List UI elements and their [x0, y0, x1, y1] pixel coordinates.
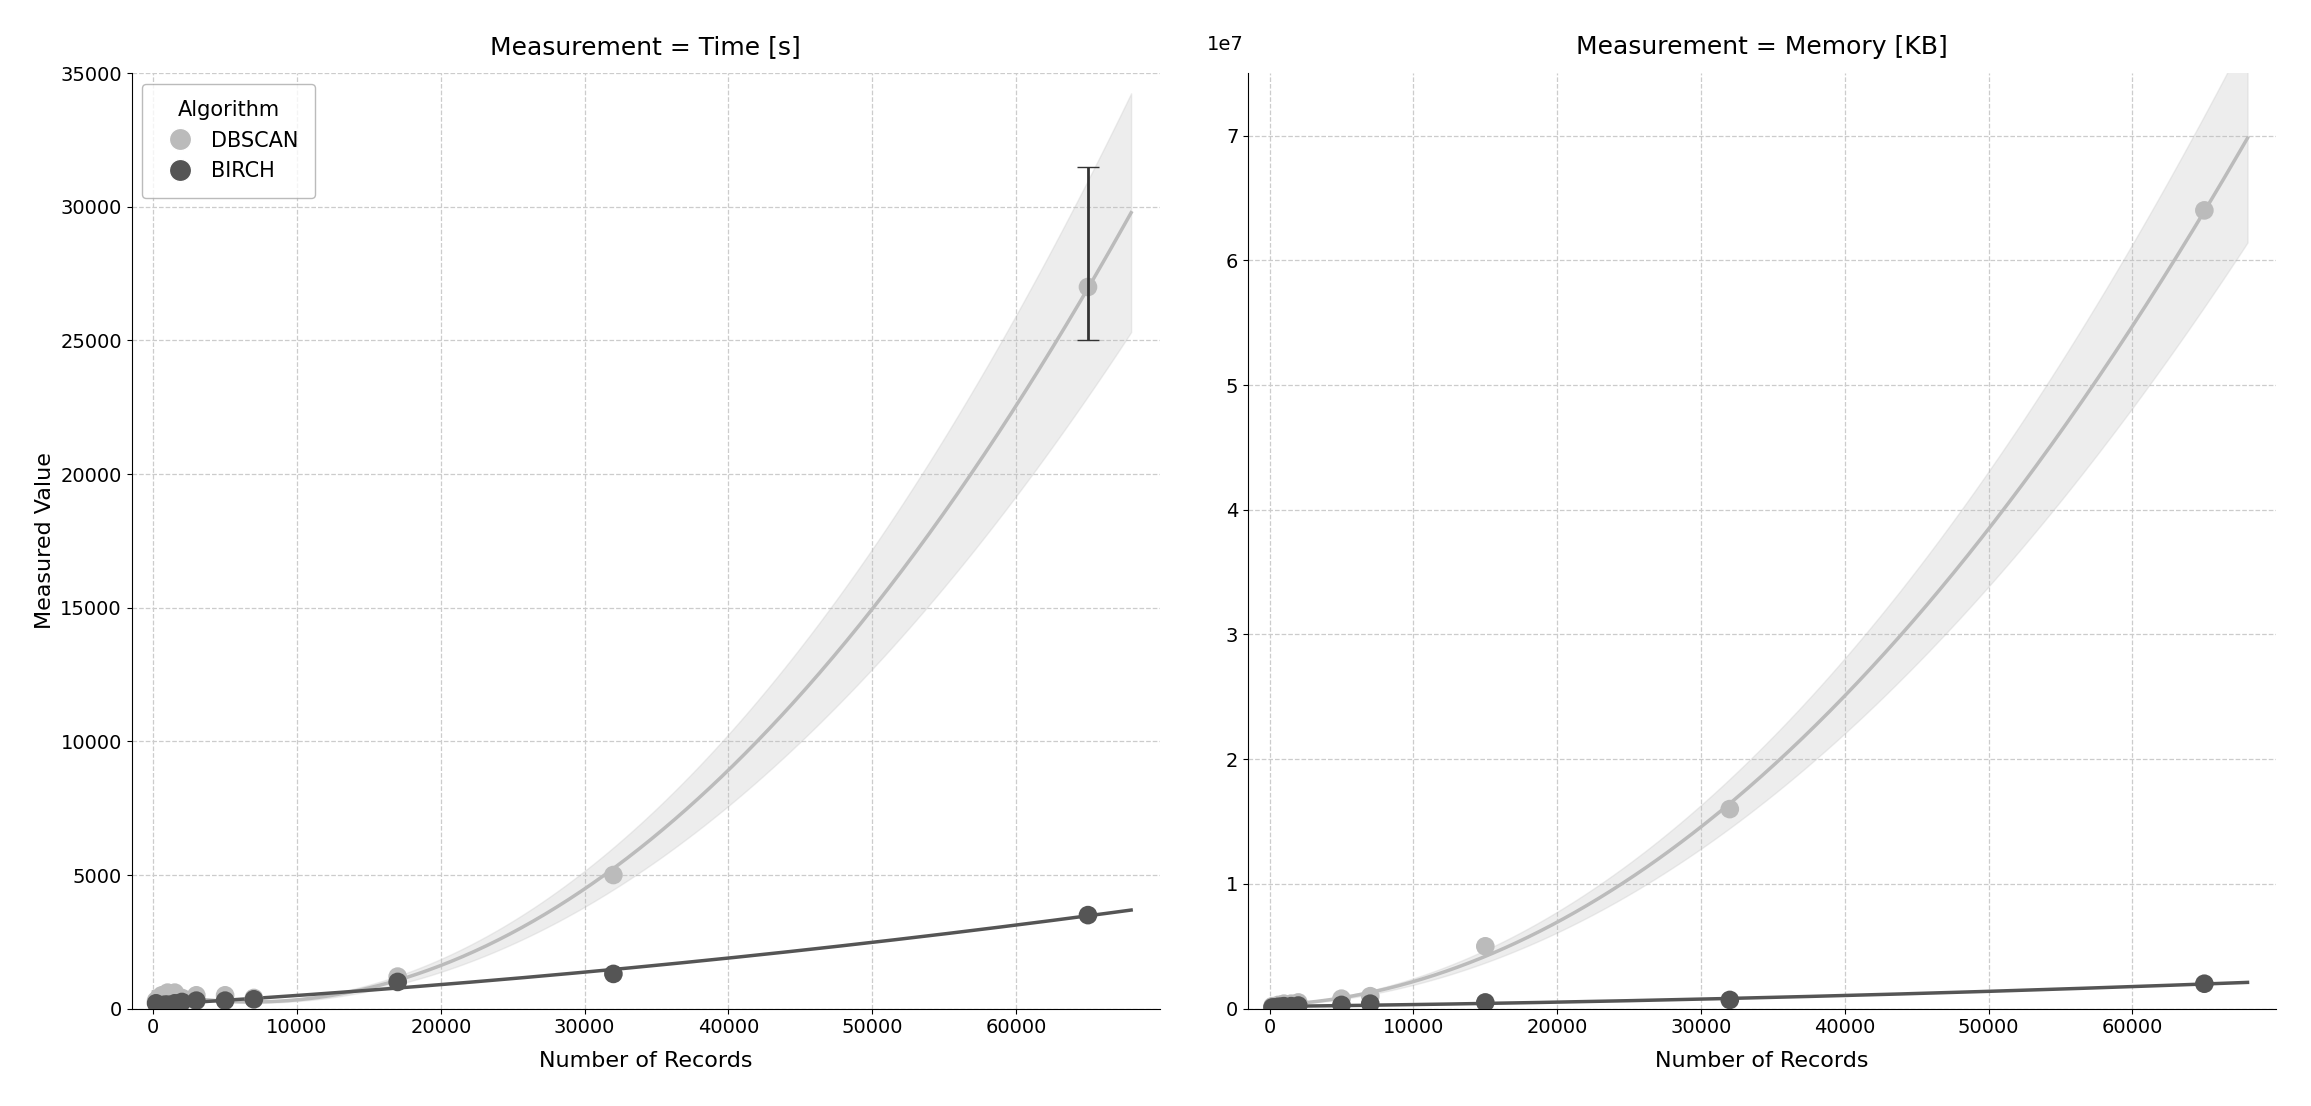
- Point: [139, 994, 176, 1012]
- Point: [139, 992, 176, 1010]
- Point: [1257, 999, 1294, 1016]
- Point: [1322, 997, 1359, 1014]
- Point: [1712, 801, 1749, 818]
- Point: [1322, 990, 1359, 1008]
- Legend: DBSCAN, BIRCH: DBSCAN, BIRCH: [141, 84, 314, 198]
- Point: [206, 992, 243, 1010]
- Point: [1259, 998, 1296, 1015]
- Point: [1712, 991, 1749, 1009]
- Point: [143, 998, 180, 1015]
- Point: [594, 966, 631, 983]
- Point: [236, 989, 273, 1006]
- Title: Measurement = Memory [KB]: Measurement = Memory [KB]: [1576, 34, 1948, 59]
- Point: [141, 998, 178, 1015]
- Point: [164, 993, 201, 1011]
- Point: [146, 995, 183, 1013]
- Point: [141, 989, 178, 1006]
- Point: [1255, 998, 1292, 1015]
- Point: [1257, 998, 1294, 1015]
- Point: [1352, 988, 1389, 1005]
- Point: [1266, 994, 1303, 1012]
- Point: [143, 987, 180, 1004]
- Point: [157, 983, 194, 1001]
- Point: [1273, 998, 1310, 1015]
- Point: [379, 973, 416, 991]
- Point: [178, 987, 215, 1004]
- X-axis label: Number of Records: Number of Records: [538, 1052, 753, 1072]
- Point: [1467, 993, 1504, 1011]
- Point: [379, 968, 416, 985]
- Point: [157, 994, 194, 1012]
- Point: [1070, 906, 1107, 924]
- Point: [1352, 994, 1389, 1012]
- Point: [1070, 278, 1107, 295]
- Point: [1259, 997, 1296, 1014]
- Point: [1273, 994, 1310, 1012]
- Y-axis label: Measured Value: Measured Value: [35, 452, 55, 629]
- Point: [150, 983, 187, 1001]
- Point: [1262, 998, 1299, 1015]
- Point: [164, 989, 201, 1006]
- Point: [1262, 997, 1299, 1014]
- Point: [1280, 993, 1317, 1011]
- Point: [2186, 974, 2223, 992]
- Point: [150, 995, 187, 1013]
- Point: [236, 991, 273, 1009]
- Point: [206, 987, 243, 1004]
- Point: [1467, 938, 1504, 956]
- Point: [1266, 998, 1303, 1015]
- Point: [2186, 201, 2223, 219]
- Point: [1255, 999, 1292, 1016]
- Point: [594, 866, 631, 884]
- Point: [1280, 997, 1317, 1014]
- Point: [146, 987, 183, 1004]
- X-axis label: Number of Records: Number of Records: [1655, 1052, 1870, 1072]
- Point: [178, 992, 215, 1010]
- Title: Measurement = Time [s]: Measurement = Time [s]: [490, 34, 802, 59]
- Text: 1e7: 1e7: [1206, 35, 1243, 54]
